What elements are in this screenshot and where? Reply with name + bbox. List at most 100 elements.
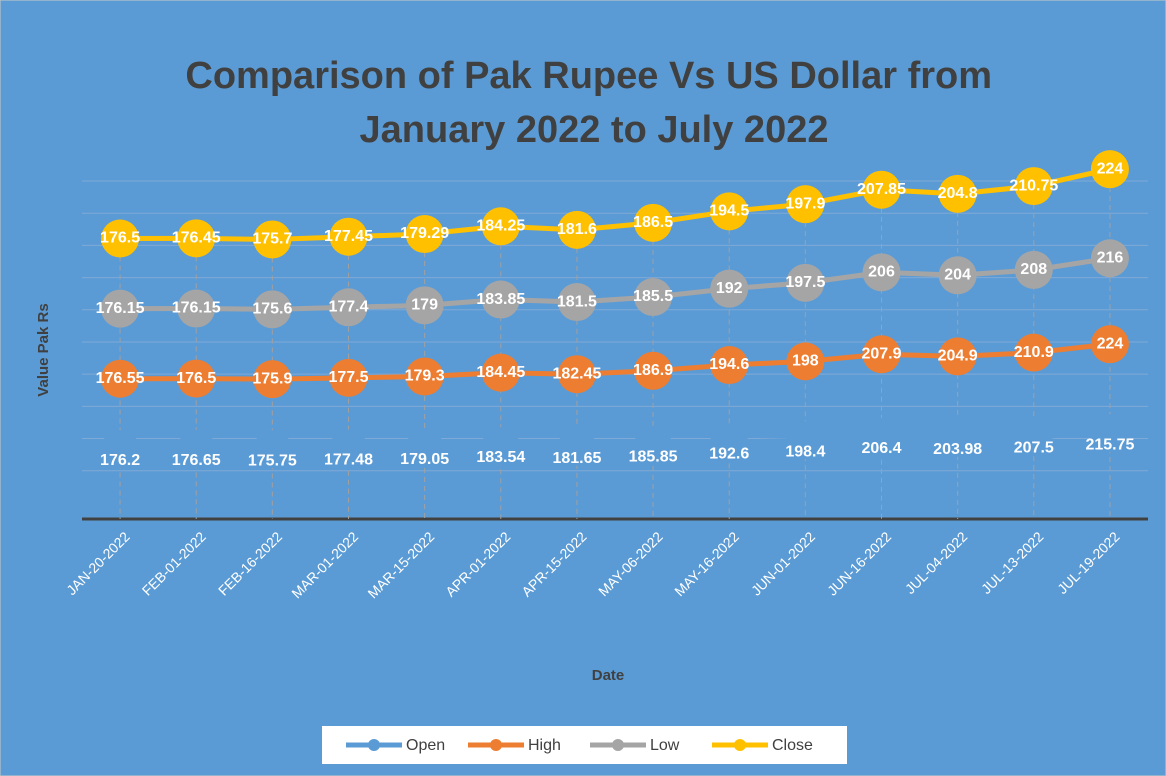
data-label: 176.65 [172, 452, 221, 469]
data-label: 176.5 [100, 230, 140, 247]
legend-marker [734, 739, 746, 751]
data-label: 194.6 [709, 356, 749, 373]
data-label: 181.65 [552, 450, 601, 467]
point [1014, 250, 1053, 289]
data-label: 185.85 [629, 448, 678, 465]
data-label: 175.9 [252, 370, 292, 387]
point [329, 429, 368, 468]
point [634, 203, 673, 242]
data-label: 197.5 [785, 274, 825, 291]
legend-marker [490, 739, 502, 751]
data-label: 183.54 [476, 449, 525, 466]
point [862, 253, 901, 292]
point [177, 219, 216, 258]
data-label: 175.6 [252, 301, 292, 318]
data-label: 176.5 [176, 370, 216, 387]
point [481, 427, 520, 466]
data-label: 210.75 [1009, 177, 1058, 194]
data-label: 181.6 [557, 221, 597, 238]
point [101, 429, 140, 468]
point [177, 359, 216, 398]
data-label: 224 [1097, 160, 1124, 177]
data-label: 179.05 [400, 451, 449, 468]
data-label: 192.6 [709, 446, 749, 463]
data-label: 204 [944, 267, 971, 284]
data-label: 207.5 [1014, 440, 1054, 457]
data-label: 206 [868, 264, 895, 281]
point [1090, 414, 1129, 453]
data-label: 216 [1097, 249, 1124, 266]
data-label: 207.9 [861, 345, 901, 362]
data-label: 176.15 [96, 300, 145, 317]
data-label: 204.8 [938, 185, 978, 202]
point [786, 421, 825, 460]
point [329, 358, 368, 397]
data-label: 177.4 [328, 299, 368, 316]
point [938, 337, 977, 376]
data-label: 176.15 [172, 300, 221, 317]
data-label: 224 [1097, 335, 1124, 352]
point [634, 351, 673, 390]
data-label: 194.5 [709, 203, 749, 220]
data-label: 204.9 [938, 348, 978, 365]
point [557, 210, 596, 249]
legend-marker [368, 739, 380, 751]
point [1014, 167, 1053, 206]
point [1014, 333, 1053, 372]
point [862, 170, 901, 209]
chart-title-line: Comparison of Pak Rupee Vs US Dollar fro… [185, 55, 992, 97]
point [481, 353, 520, 392]
point [862, 335, 901, 374]
point [786, 342, 825, 381]
point [938, 256, 977, 295]
point [557, 283, 596, 322]
data-label: 181.5 [557, 293, 597, 310]
data-label: 184.25 [476, 218, 525, 235]
data-label: 179.3 [405, 368, 445, 385]
point [101, 219, 140, 258]
data-label: 176.55 [96, 370, 145, 387]
point [177, 289, 216, 328]
data-label: 175.75 [248, 452, 297, 469]
point [1090, 325, 1129, 364]
point [938, 174, 977, 213]
point [710, 423, 749, 462]
point [101, 359, 140, 398]
point [938, 418, 977, 457]
point [862, 417, 901, 456]
x-axis-title: Date [592, 667, 625, 684]
point [405, 286, 444, 325]
data-label: 215.75 [1085, 436, 1134, 453]
data-label: 186.9 [633, 362, 673, 379]
point [253, 290, 292, 329]
point [405, 215, 444, 254]
data-label: 207.85 [857, 181, 906, 198]
point [253, 360, 292, 399]
point [1090, 239, 1129, 278]
legend-marker [612, 739, 624, 751]
data-label: 186.5 [633, 214, 673, 231]
point [634, 426, 673, 465]
data-label: 176.45 [172, 230, 221, 247]
data-label: 185.5 [633, 288, 673, 305]
point [786, 263, 825, 302]
point [481, 280, 520, 319]
data-label: 203.98 [933, 441, 982, 458]
point [101, 289, 140, 328]
point [405, 428, 444, 467]
point [710, 269, 749, 308]
data-label: 177.48 [324, 452, 373, 469]
point [405, 357, 444, 396]
data-label: 175.7 [252, 231, 292, 248]
point [557, 427, 596, 466]
point [177, 429, 216, 468]
point [481, 207, 520, 246]
data-label: 206.4 [861, 440, 901, 457]
data-label: 197.9 [785, 195, 825, 212]
chart-title-line: January 2022 to July 2022 [360, 109, 829, 151]
data-label: 182.45 [552, 365, 601, 382]
data-label: 210.9 [1014, 344, 1054, 361]
point [710, 192, 749, 231]
point [634, 278, 673, 317]
